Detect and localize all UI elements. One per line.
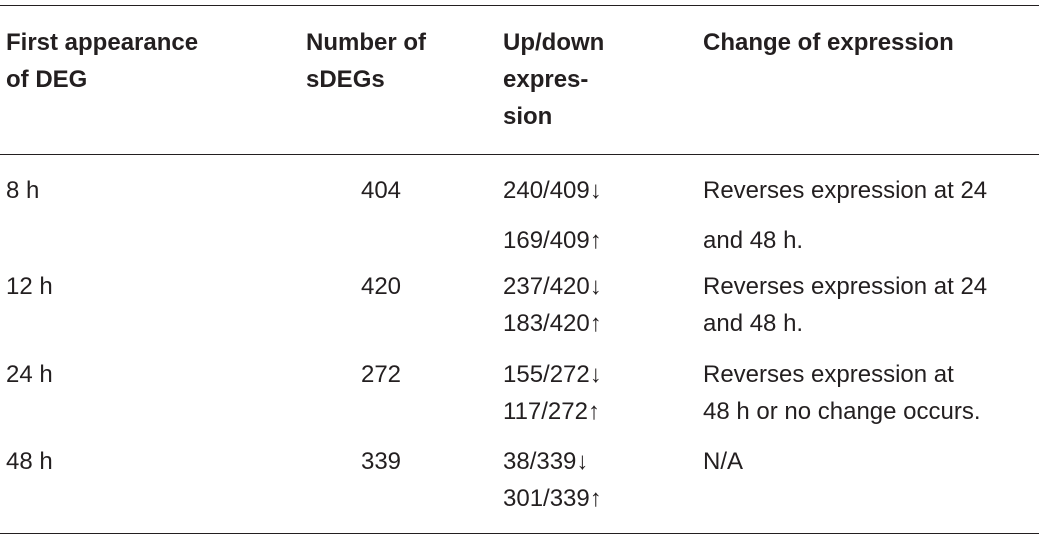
table-top-rule [0,5,1039,6]
header-first-appearance-line-2: of DEG [6,66,88,93]
header-updown-line-1: Up/down [503,29,605,56]
row-12h-change: Reverses expression at 24 and 48 h. [703,273,988,337]
row-24h-change: Reverses expression at 48 h or no change… [703,361,981,425]
row-12h-time: 12 h [6,273,53,300]
row-48h-change: N/A [703,448,744,475]
row-8h-change: Reverses expression at 24 and 48 h. [703,177,988,254]
header-number-of-sdegs: Number of sDEGs [306,24,426,98]
row-24h-time: 24 h [6,361,53,388]
header-change-of-expression: Change of expression [703,24,954,61]
row-8h-count: 404 [360,177,402,204]
header-first-appearance: First appearance of DEG [6,24,198,98]
header-number-line-1: Number of [306,29,426,56]
header-number-line-2: sDEGs [306,66,385,93]
row-48h-count: 339 [360,448,402,475]
header-up-down-expression: Up/down expres- sion [503,24,604,135]
row-48h-updown: 38/339↓ 301/339↑ [503,448,602,512]
row-24h-count: 272 [360,361,402,388]
header-updown-line-2: expres- [503,66,589,93]
row-48h-time: 48 h [6,448,53,475]
row-24h-updown: 155/272↓ 117/272↑ [503,361,602,425]
row-12h-count: 420 [360,273,402,300]
row-12h-updown: 237/420↓ 183/420↑ [503,273,602,337]
header-first-appearance-line-1: First appearance [6,29,199,56]
row-8h-time: 8 h [6,177,40,204]
row-8h-updown: 240/409↓ 169/409↑ [503,177,602,254]
header-rule [0,154,1039,155]
table-bottom-rule [0,533,1039,534]
header-updown-line-3: sion [503,103,553,130]
header-change-line-1: Change of expression [703,29,954,56]
